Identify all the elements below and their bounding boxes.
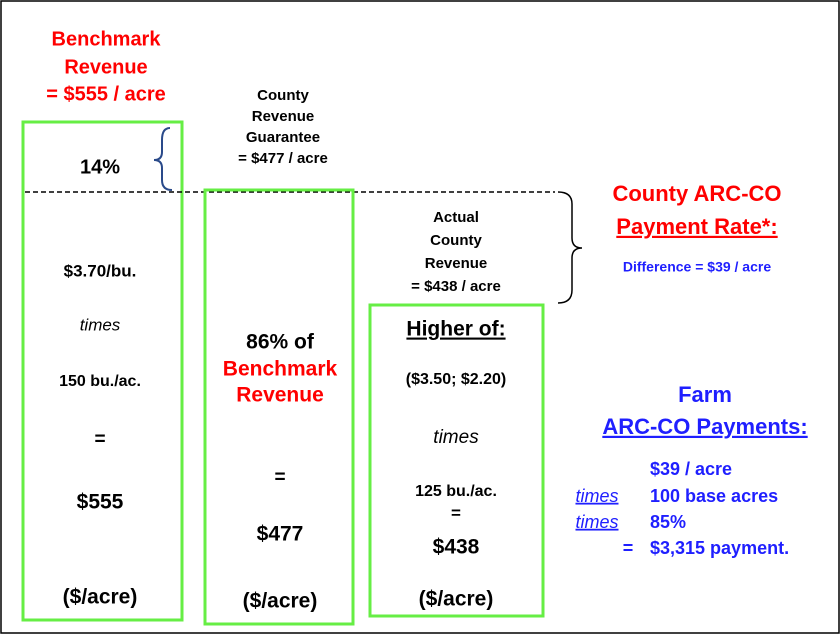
box-text: $477 [257, 523, 304, 546]
row-op: times [575, 486, 618, 506]
label-line: Guarantee [246, 129, 320, 146]
box-text: Benchmark [223, 358, 338, 381]
benchmark-box [21, 120, 184, 622]
payment-rate-title: County ARC-CO [612, 181, 781, 206]
label-line: = $477 / acre [238, 150, 328, 167]
label-line: Actual [433, 209, 479, 226]
brace [153, 127, 173, 191]
box-text: ($/acre) [63, 586, 138, 609]
label-line: County [257, 87, 309, 104]
box-text: = [274, 467, 285, 488]
label-line: = $438 / acre [411, 278, 501, 295]
box-text: $3.70/bu. [64, 261, 137, 280]
label-line: County [430, 232, 482, 249]
box-text: 125 bu./ac. [415, 483, 497, 500]
row-value: $39 / acre [650, 459, 732, 479]
farm-title: ARC-CO Payments: [602, 414, 807, 439]
guarantee-box [203, 188, 355, 626]
row-value: 100 base acres [650, 486, 778, 506]
box-text: times [80, 315, 121, 334]
benchmark-label: Benchmark Revenue = $555 / acre [46, 28, 166, 105]
box-text: ($/acre) [243, 590, 318, 613]
box-text: Higher of: [406, 318, 505, 341]
box-text: Revenue [236, 384, 324, 407]
label-line: Revenue [425, 255, 488, 272]
row-value: 85% [650, 512, 686, 532]
row-op: = [623, 538, 634, 558]
box-text: ($/acre) [419, 588, 494, 611]
gap-percent: 14% [80, 156, 120, 178]
box-text: ($3.50; $2.20) [406, 371, 507, 388]
row-op: times [575, 512, 618, 532]
box-text: times [433, 427, 479, 448]
label-line: Benchmark [52, 28, 162, 50]
actual-box [368, 303, 545, 618]
box-text: = [451, 503, 461, 522]
box-text: $555 [77, 491, 124, 514]
label-line: Revenue [64, 56, 147, 78]
guarantee-label: County Revenue Guarantee = $477 / acre [238, 87, 328, 167]
row-value: $3,315 payment. [650, 538, 789, 558]
box-text: $438 [433, 536, 480, 559]
actual-label: Actual County Revenue = $438 / acre [411, 209, 501, 295]
box-text: 86% of [246, 331, 315, 354]
payment-rate-title: Payment Rate*: [616, 214, 777, 239]
brace [557, 191, 583, 304]
label-line: = $555 / acre [46, 83, 166, 105]
farm-rows: times times = $39 / acre 100 base acres … [575, 459, 789, 558]
farm-title: Farm [678, 382, 732, 407]
label-line: Revenue [252, 108, 315, 125]
box-text: = [94, 429, 105, 450]
box-text: 150 bu./ac. [59, 373, 141, 390]
difference: Difference = $39 / acre [623, 259, 771, 275]
